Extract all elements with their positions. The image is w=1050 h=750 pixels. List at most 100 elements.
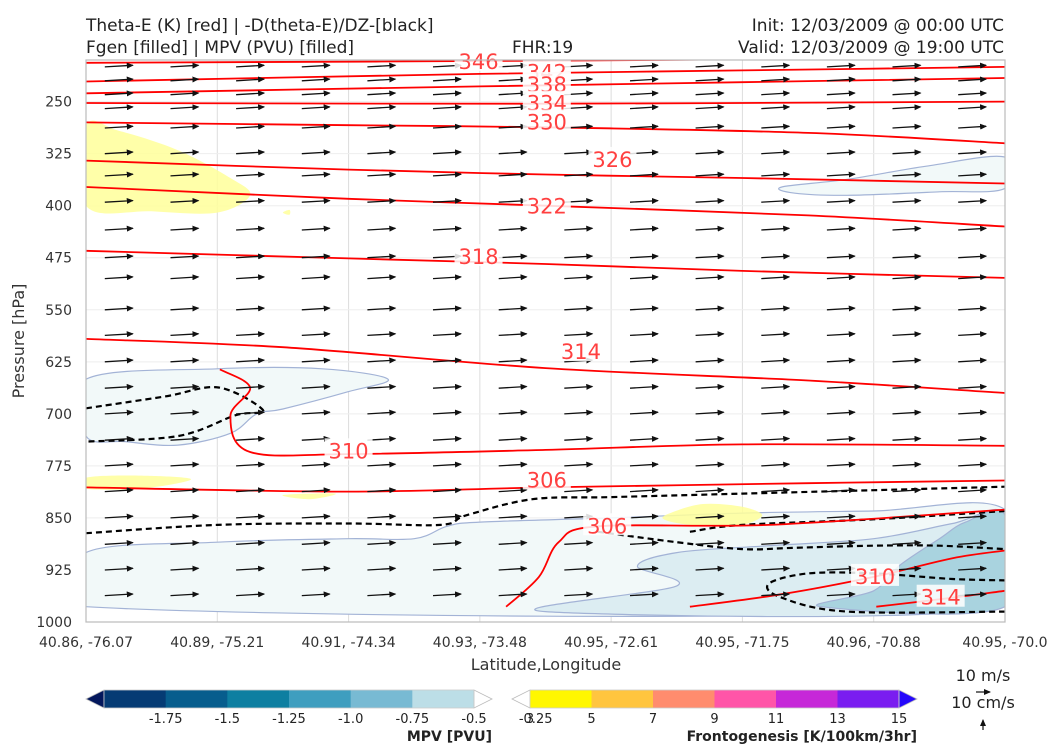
wind-arrow <box>761 591 791 598</box>
colorbar-tick: 7 <box>649 712 657 727</box>
wind-arrow <box>301 123 331 130</box>
wind-arrow <box>695 171 725 178</box>
wind-arrow <box>826 253 856 260</box>
wind-arrow <box>761 253 791 260</box>
wind-arrow <box>629 357 659 364</box>
wind-arrow <box>826 197 856 204</box>
wind-arrow <box>826 435 856 442</box>
wind-arrow <box>104 274 134 281</box>
wind-arrow <box>301 149 331 156</box>
wind-arrow <box>695 123 725 130</box>
wind-arrow <box>301 76 331 83</box>
wind-arrow <box>104 62 134 69</box>
wind-arrow <box>564 539 594 546</box>
wind-arrow <box>104 357 134 364</box>
colorbar-extend-low <box>511 689 531 709</box>
wind-arrow <box>761 149 791 156</box>
colorbar-tick: -0.25 <box>519 712 553 727</box>
theta-e-label-314: 314 <box>916 584 965 610</box>
wind-arrow <box>629 76 659 83</box>
x-tick-label: 40.89, -75.21 <box>170 635 264 651</box>
wind-arrow <box>629 274 659 281</box>
wind-arrow <box>826 90 856 97</box>
wind-arrow <box>236 274 266 281</box>
wind-arrow <box>367 104 397 111</box>
wind-arrow <box>236 305 266 312</box>
wind-arrow <box>432 225 462 232</box>
wind-arrow <box>761 565 791 572</box>
wind-arrow <box>498 90 528 97</box>
wind-arrow <box>695 76 725 83</box>
wind-arrow <box>564 171 594 178</box>
fgen-region <box>282 209 291 215</box>
wind-arrow <box>236 225 266 232</box>
wind-arrow <box>432 274 462 281</box>
wind-arrow <box>236 461 266 468</box>
x-tick-label: 40.91, -74.34 <box>302 635 396 651</box>
wind-arrow <box>498 539 528 546</box>
theta-e-contour-310 <box>219 368 1005 457</box>
wind-arrow <box>104 123 134 130</box>
wind-arrow <box>104 435 134 442</box>
wind-arrow <box>564 383 594 390</box>
wind-arrow <box>826 305 856 312</box>
y-tick-label: 700 <box>45 407 72 423</box>
wind-arrow <box>301 383 331 390</box>
wind-arrow <box>236 487 266 494</box>
quiver-key-vertical: 10 cm/s <box>951 693 1015 712</box>
fgen-colorbar: 3 5 7 9 11 13 15 <box>511 689 918 727</box>
wind-arrow <box>958 225 988 232</box>
wind-arrow <box>498 409 528 416</box>
wind-arrow <box>170 197 200 204</box>
wind-arrow <box>301 513 331 520</box>
wind-arrow <box>367 149 397 156</box>
theta-e-label-bg <box>454 244 503 267</box>
wind-arrow <box>170 274 200 281</box>
wind-arrow <box>104 513 134 520</box>
wind-arrow <box>104 253 134 260</box>
wind-arrow <box>367 591 397 598</box>
wind-arrow <box>367 461 397 468</box>
wind-arrow <box>236 149 266 156</box>
wind-arrow <box>761 123 791 130</box>
wind-vectors <box>104 62 988 598</box>
wind-arrow <box>695 487 725 494</box>
theta-e-label-bg <box>588 146 637 169</box>
wind-arrow <box>564 149 594 156</box>
wind-arrow <box>236 331 266 338</box>
wind-arrow <box>236 90 266 97</box>
wind-arrow <box>367 565 397 572</box>
wind-arrow <box>958 435 988 442</box>
ddz-contour <box>765 571 1005 614</box>
x-tick-label: 40.86, -76.07 <box>39 635 133 651</box>
wind-arrow <box>695 90 725 97</box>
wind-arrow <box>629 565 659 572</box>
wind-arrow <box>892 357 922 364</box>
wind-arrow <box>170 90 200 97</box>
theta-e-contour-338 <box>86 77 1005 95</box>
wind-arrow <box>761 383 791 390</box>
wind-arrow <box>629 513 659 520</box>
x-tick-label: 40.95, -72.61 <box>564 635 658 651</box>
wind-arrow <box>564 435 594 442</box>
wind-arrow <box>498 487 528 494</box>
wind-arrow <box>498 331 528 338</box>
wind-arrow <box>432 104 462 111</box>
wind-arrow <box>695 253 725 260</box>
wind-arrow <box>695 197 725 204</box>
y-tick-label: 850 <box>45 511 72 527</box>
wind-arrow <box>958 104 988 111</box>
wind-arrow <box>236 357 266 364</box>
wind-arrow <box>170 357 200 364</box>
wind-arrow <box>958 513 988 520</box>
wind-arrow <box>498 513 528 520</box>
wind-arrow <box>432 305 462 312</box>
wind-arrow <box>498 171 528 178</box>
mpv-colorbar: -1.75 -1.5 -1.25 -1.0 -0.75 -0.5 -0.25 <box>85 689 553 727</box>
colorbar-segment <box>412 690 475 708</box>
colorbar-segment <box>227 690 290 708</box>
colorbar-extend-high <box>898 689 918 709</box>
wind-arrow <box>695 331 725 338</box>
wind-arrow <box>170 305 200 312</box>
colorbar-tick: 3 <box>526 712 534 727</box>
